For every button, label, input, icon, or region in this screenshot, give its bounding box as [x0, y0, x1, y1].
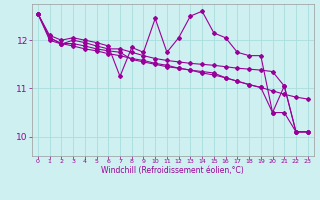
X-axis label: Windchill (Refroidissement éolien,°C): Windchill (Refroidissement éolien,°C)	[101, 166, 244, 175]
